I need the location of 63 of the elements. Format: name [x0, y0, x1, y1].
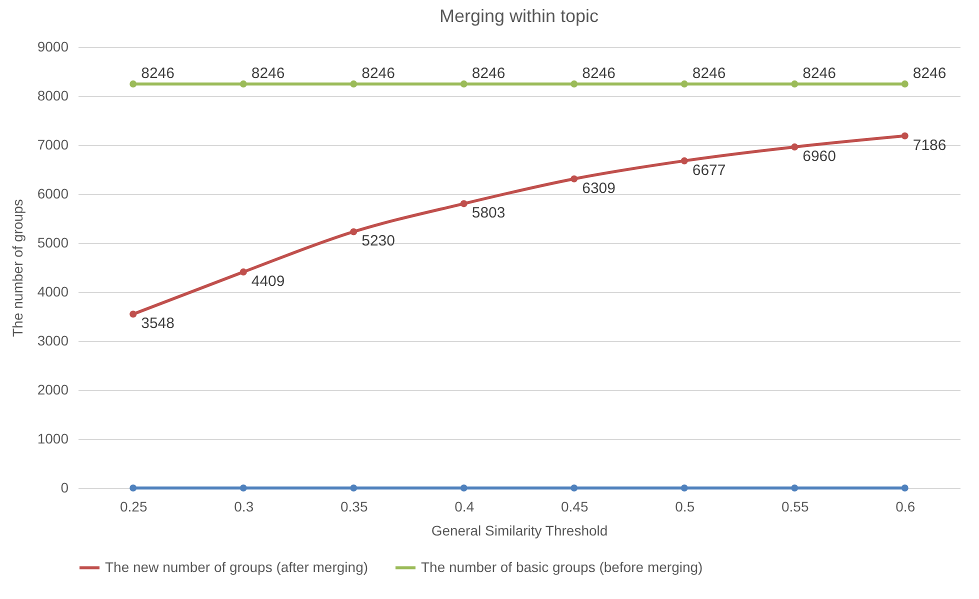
- x-tick-label: 0.45: [561, 498, 588, 514]
- point: [240, 484, 247, 492]
- point: [460, 200, 468, 208]
- point: [460, 80, 468, 88]
- x-tick-label: 0.35: [340, 498, 368, 514]
- point: [791, 143, 798, 150]
- data-label: 6960: [802, 148, 836, 165]
- data-label: 6309: [582, 180, 616, 197]
- point: [680, 484, 688, 492]
- data-label: 5230: [362, 232, 395, 250]
- point: [350, 228, 358, 236]
- y-tick-label: 9000: [37, 38, 69, 54]
- data-label: 4409: [251, 272, 285, 290]
- chart-title: Merging within topic: [439, 6, 599, 26]
- point: [460, 484, 468, 492]
- point: [130, 484, 137, 492]
- point: [901, 484, 908, 492]
- x-tick-label: 0.25: [120, 498, 148, 514]
- data-label: 7186: [912, 136, 946, 154]
- y-tick-label: 5000: [37, 234, 69, 250]
- legend-label: The number of basic groups (before merging): [421, 558, 703, 575]
- data-label: 8246: [472, 64, 506, 82]
- point: [350, 80, 358, 88]
- point: [350, 484, 358, 492]
- point: [130, 310, 137, 318]
- y-tick-label: 6000: [37, 186, 69, 202]
- y-tick-label: 1000: [37, 430, 69, 446]
- x-tick-label: 0.55: [782, 498, 809, 514]
- y-tick-label: 7000: [37, 136, 69, 152]
- point: [680, 157, 688, 164]
- x-tick-label: 0.3: [234, 498, 254, 514]
- point: [680, 80, 688, 88]
- point: [240, 268, 247, 276]
- data-label: 8246: [582, 64, 616, 82]
- data-label: 8246: [912, 64, 946, 82]
- x-tick-label: 0.4: [454, 498, 474, 514]
- data-label: 6677: [692, 162, 726, 179]
- y-tick-label: 4000: [37, 284, 69, 300]
- data-label: 8246: [251, 64, 285, 82]
- data-label: 8246: [802, 64, 836, 82]
- point: [130, 80, 137, 88]
- point: [901, 132, 908, 140]
- x-tick-label: 0.5: [675, 498, 695, 514]
- point: [570, 484, 578, 492]
- point: [240, 80, 247, 88]
- point: [570, 80, 578, 88]
- point: [791, 484, 798, 492]
- data-label: 8246: [692, 64, 726, 82]
- y-tick-label: 2000: [37, 382, 69, 398]
- point: [791, 80, 798, 88]
- y-tick-label: 0: [60, 480, 69, 496]
- data-label: 3548: [141, 315, 174, 332]
- y-tick-label: 3000: [37, 332, 69, 348]
- data-label: 5803: [472, 204, 506, 222]
- y-tick-label: 8000: [37, 88, 69, 104]
- data-label: 8246: [362, 64, 395, 82]
- point: [570, 175, 578, 182]
- legend-label: The new number of groups (after merging): [105, 558, 368, 575]
- x-axis-title: General Similarity Threshold: [431, 522, 608, 538]
- data-label: 8246: [141, 64, 174, 82]
- y-axis-title: The number of groups: [9, 199, 26, 337]
- x-tick-label: 0.6: [896, 498, 916, 514]
- point: [901, 80, 908, 88]
